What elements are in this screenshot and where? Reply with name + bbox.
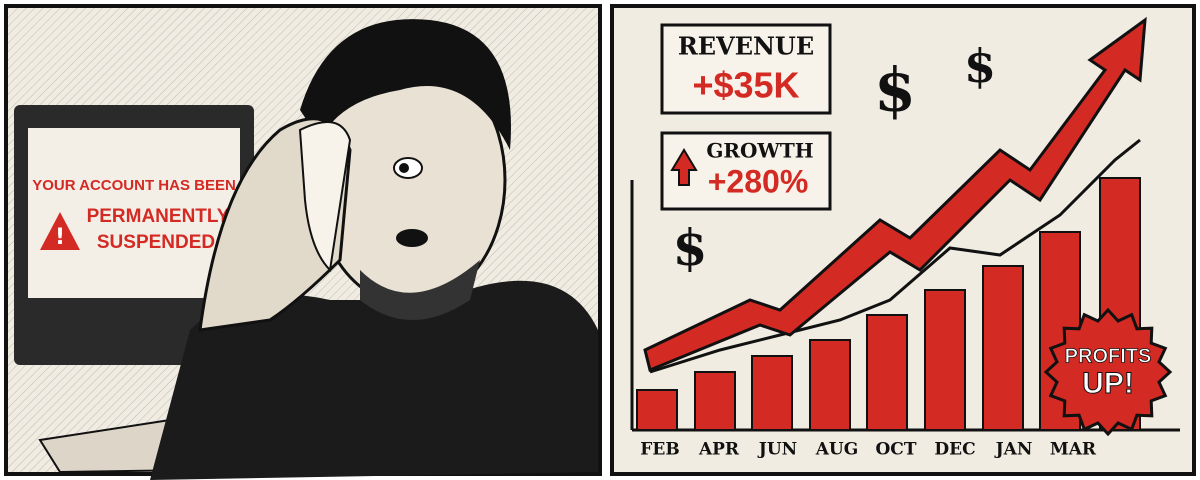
person-body bbox=[150, 280, 598, 480]
month-label: FEB bbox=[640, 440, 679, 460]
month-label: DEC bbox=[934, 440, 975, 460]
month-label: OCT bbox=[876, 440, 917, 460]
bar bbox=[751, 355, 793, 431]
bar bbox=[924, 289, 966, 431]
month-label: MAR bbox=[1050, 440, 1097, 460]
screen-line: SUSPENDED bbox=[97, 232, 215, 253]
month-label: APR bbox=[698, 440, 740, 460]
left-panel: ! YOUR ACCOUNT HAS BEEN PERMANENTLY SUSP… bbox=[4, 4, 602, 480]
screen-line: YOUR ACCOUNT HAS BEEN bbox=[32, 177, 236, 194]
growth-value: +280% bbox=[708, 163, 809, 199]
growth-label: GROWTH bbox=[706, 139, 813, 163]
dollar-sign: $ bbox=[673, 218, 708, 277]
mouth bbox=[396, 229, 428, 247]
warning-mark: ! bbox=[55, 225, 65, 250]
up-icon bbox=[670, 148, 698, 186]
revenue-value: +$35K bbox=[692, 65, 799, 106]
revenue-box bbox=[660, 23, 832, 115]
growth-arrow bbox=[643, 16, 1147, 373]
right-panel: REVENUE +$35K GROWTH +280% $ $ $ FEB APR J… bbox=[610, 4, 1196, 476]
bar bbox=[809, 339, 851, 431]
badge-line: PROFITS bbox=[1065, 345, 1152, 367]
bar bbox=[982, 265, 1024, 431]
monitor-screen bbox=[28, 128, 240, 298]
badge-line: UP! bbox=[1082, 367, 1134, 400]
dollar-sign: $ bbox=[874, 56, 916, 126]
revenue-label: REVENUE bbox=[678, 32, 814, 61]
bar bbox=[694, 371, 736, 431]
person-beard bbox=[360, 260, 480, 320]
bar bbox=[636, 389, 678, 431]
month-label: JAN bbox=[994, 440, 1033, 460]
screen-line: PERMANENTLY bbox=[87, 206, 230, 227]
month-label: JUN bbox=[757, 440, 797, 460]
profits-badge bbox=[1043, 307, 1173, 437]
warning-icon bbox=[40, 212, 80, 250]
bar bbox=[866, 314, 908, 431]
pupil bbox=[399, 163, 409, 173]
month-labels: FEB APR JUN AUG OCT DEC JAN MAR bbox=[640, 440, 1097, 460]
handkerchief bbox=[298, 121, 352, 273]
trend-line bbox=[649, 138, 1141, 374]
dollar-sign: $ bbox=[964, 39, 996, 93]
person-hair bbox=[300, 19, 511, 150]
month-label: AUG bbox=[815, 440, 859, 460]
